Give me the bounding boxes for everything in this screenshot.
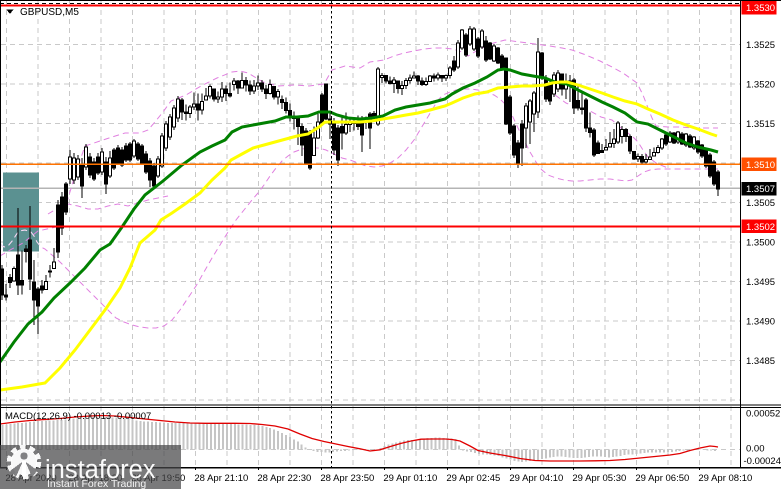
svg-text:0.00052: 0.00052 [746,408,780,419]
svg-text:28 Apr 22:30: 28 Apr 22:30 [257,473,311,484]
svg-text:1.3515: 1.3515 [746,119,775,130]
svg-text:1.3500: 1.3500 [746,237,775,248]
svg-text:GBPUSD,M5: GBPUSD,M5 [20,7,79,18]
svg-text:0.00: 0.00 [746,444,765,455]
svg-text:MACD(12,26,9) -0.00013 -0.0000: MACD(12,26,9) -0.00013 -0.00007 [5,411,151,422]
svg-text:1.3510: 1.3510 [746,160,775,171]
svg-text:1.3485: 1.3485 [746,356,775,367]
svg-text:1.3525: 1.3525 [746,40,775,51]
svg-text:29 Apr 02:45: 29 Apr 02:45 [446,473,500,484]
svg-text:1.3502: 1.3502 [746,222,775,233]
svg-text:1.3507: 1.3507 [746,184,775,195]
svg-text:28 Apr 23:50: 28 Apr 23:50 [320,473,374,484]
svg-text:29 Apr 04:10: 29 Apr 04:10 [509,473,563,484]
svg-text:1.3505: 1.3505 [746,198,775,209]
svg-text:29 Apr 01:10: 29 Apr 01:10 [383,473,437,484]
svg-text:Instant Forex Trading: Instant Forex Trading [47,478,146,489]
svg-text:1.3490: 1.3490 [746,316,775,327]
svg-text:28 Apr 21:10: 28 Apr 21:10 [194,473,248,484]
svg-text:1.3495: 1.3495 [746,277,775,288]
svg-text:1.3520: 1.3520 [746,79,775,90]
svg-text:29 Apr 05:30: 29 Apr 05:30 [572,473,626,484]
svg-text:-0.00024: -0.00024 [744,456,781,467]
svg-text:1.3530: 1.3530 [746,3,775,14]
svg-text:29 Apr 06:50: 29 Apr 06:50 [635,473,689,484]
svg-text:29 Apr 08:10: 29 Apr 08:10 [698,473,752,484]
